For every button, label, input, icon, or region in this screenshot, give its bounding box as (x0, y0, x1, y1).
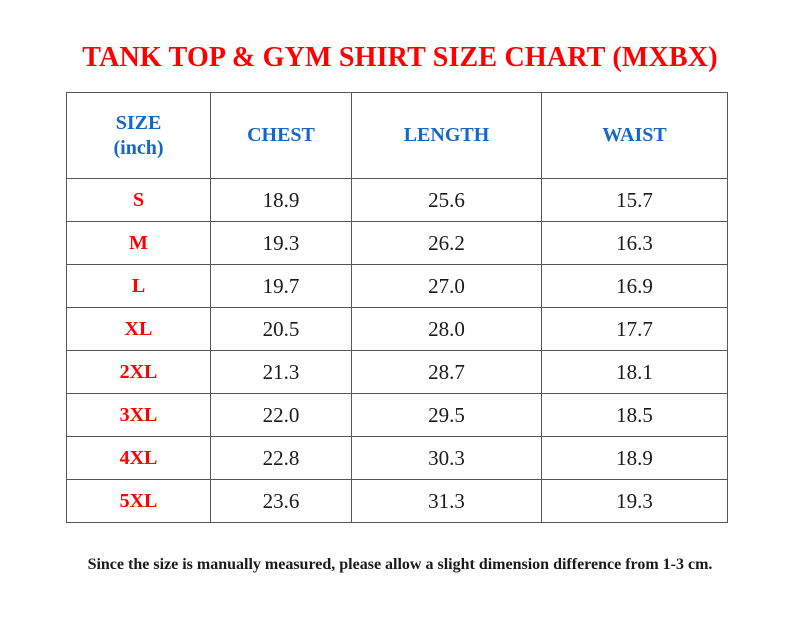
header-cell-chest: CHEST (210, 92, 352, 179)
header-size-line2: (inch) (113, 136, 164, 159)
length-cell: 29.5 (351, 393, 542, 437)
waist-cell: 18.9 (541, 436, 728, 480)
chest-cell: 19.3 (210, 221, 352, 265)
chest-cell: 22.0 (210, 393, 352, 437)
waist-cell: 16.3 (541, 221, 728, 265)
length-cell: 26.2 (351, 221, 542, 265)
chest-cell: 18.9 (210, 178, 352, 222)
table-row-s: S 18.9 25.6 15.7 (66, 178, 728, 222)
length-cell: 28.0 (351, 307, 542, 351)
length-cell: 27.0 (351, 264, 542, 308)
size-cell: 3XL (66, 393, 211, 437)
size-chart-table: SIZE (inch) CHEST LENGTH WAIST S 18.9 25… (66, 92, 728, 523)
length-cell: 28.7 (351, 350, 542, 394)
waist-cell: 15.7 (541, 178, 728, 222)
chest-cell: 20.5 (210, 307, 352, 351)
waist-cell: 17.7 (541, 307, 728, 351)
measurement-disclaimer: Since the size is manually measured, ple… (87, 556, 713, 573)
size-cell: 5XL (66, 479, 211, 523)
waist-cell: 19.3 (541, 479, 728, 523)
table-row-2xl: 2XL 21.3 28.7 18.1 (66, 350, 728, 394)
chest-cell: 21.3 (210, 350, 352, 394)
size-cell: XL (66, 307, 211, 351)
length-cell: 30.3 (351, 436, 542, 480)
page-title: TANK TOP & GYM SHIRT SIZE CHART (MXBX) (82, 42, 718, 73)
size-cell: 4XL (66, 436, 211, 480)
size-cell: L (66, 264, 211, 308)
waist-cell: 16.9 (541, 264, 728, 308)
size-cell: 2XL (66, 350, 211, 394)
table-row-4xl: 4XL 22.8 30.3 18.9 (66, 436, 728, 480)
header-cell-size: SIZE (inch) (66, 92, 211, 179)
chest-cell: 23.6 (210, 479, 352, 523)
table-row-xl: XL 20.5 28.0 17.7 (66, 307, 728, 351)
length-cell: 25.6 (351, 178, 542, 222)
header-row: SIZE (inch) CHEST LENGTH WAIST (66, 92, 728, 179)
header-cell-length: LENGTH (351, 92, 542, 179)
table-row-5xl: 5XL 23.6 31.3 19.3 (66, 479, 728, 523)
waist-cell: 18.1 (541, 350, 728, 394)
table-row-m: M 19.3 26.2 16.3 (66, 221, 728, 265)
chest-cell: 22.8 (210, 436, 352, 480)
header-size-line1: SIZE (115, 111, 162, 134)
length-cell: 31.3 (351, 479, 542, 523)
table-row-3xl: 3XL 22.0 29.5 18.5 (66, 393, 728, 437)
header-cell-waist: WAIST (541, 92, 728, 179)
size-cell: M (66, 221, 211, 265)
size-cell: S (66, 178, 211, 222)
chest-cell: 19.7 (210, 264, 352, 308)
table-row-l: L 19.7 27.0 16.9 (66, 264, 728, 308)
waist-cell: 18.5 (541, 393, 728, 437)
